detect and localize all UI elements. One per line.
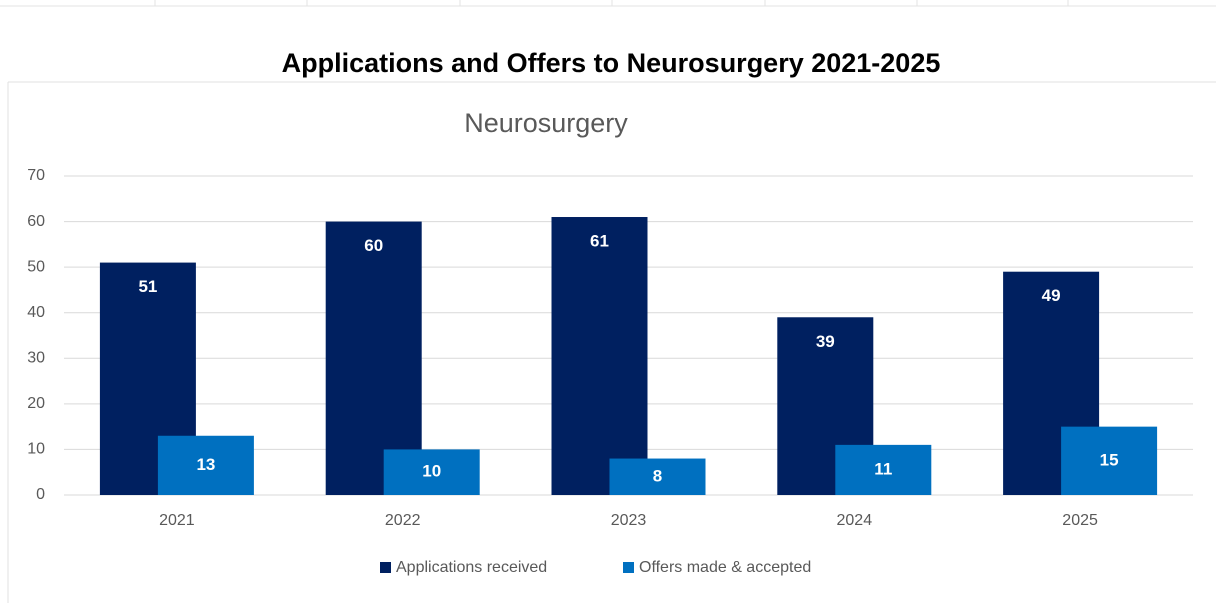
legend-swatch [380, 562, 391, 573]
data-label: 49 [1042, 286, 1061, 305]
chart-title: Neurosurgery [464, 108, 628, 138]
data-label: 61 [590, 231, 609, 250]
bar [835, 444, 932, 495]
y-tick-label: 40 [27, 304, 45, 321]
bar [157, 435, 254, 495]
data-label: 39 [816, 332, 835, 351]
x-tick-label: 2023 [611, 512, 647, 529]
x-tick-label: 2025 [1062, 512, 1098, 529]
data-label: 11 [874, 459, 892, 478]
sheet-dividers [154, 0, 1069, 6]
bar [1061, 426, 1158, 495]
legend-label: Offers made & accepted [639, 559, 811, 576]
x-tick-label: 2022 [385, 512, 421, 529]
data-label: 8 [653, 466, 662, 485]
y-tick-label: 70 [27, 167, 45, 184]
x-tick-label: 2024 [837, 512, 873, 529]
data-label: 13 [196, 455, 215, 474]
y-tick-label: 20 [27, 395, 45, 412]
y-tick-label: 60 [27, 213, 45, 230]
data-label: 51 [138, 277, 157, 296]
data-label: 15 [1100, 450, 1119, 469]
y-tick-label: 0 [36, 486, 45, 503]
legend-label: Applications received [396, 559, 547, 576]
x-tick-label: 2021 [159, 512, 195, 529]
data-label: 10 [422, 462, 441, 481]
legend-swatch [623, 562, 634, 573]
bar [609, 458, 706, 495]
data-label: 60 [364, 236, 383, 255]
page-heading: Applications and Offers to Neurosurgery … [282, 48, 941, 78]
y-tick-label: 10 [27, 441, 45, 458]
bar [551, 217, 648, 495]
y-tick-label: 50 [27, 258, 45, 275]
y-tick-label: 30 [27, 350, 45, 367]
bar [383, 449, 480, 495]
